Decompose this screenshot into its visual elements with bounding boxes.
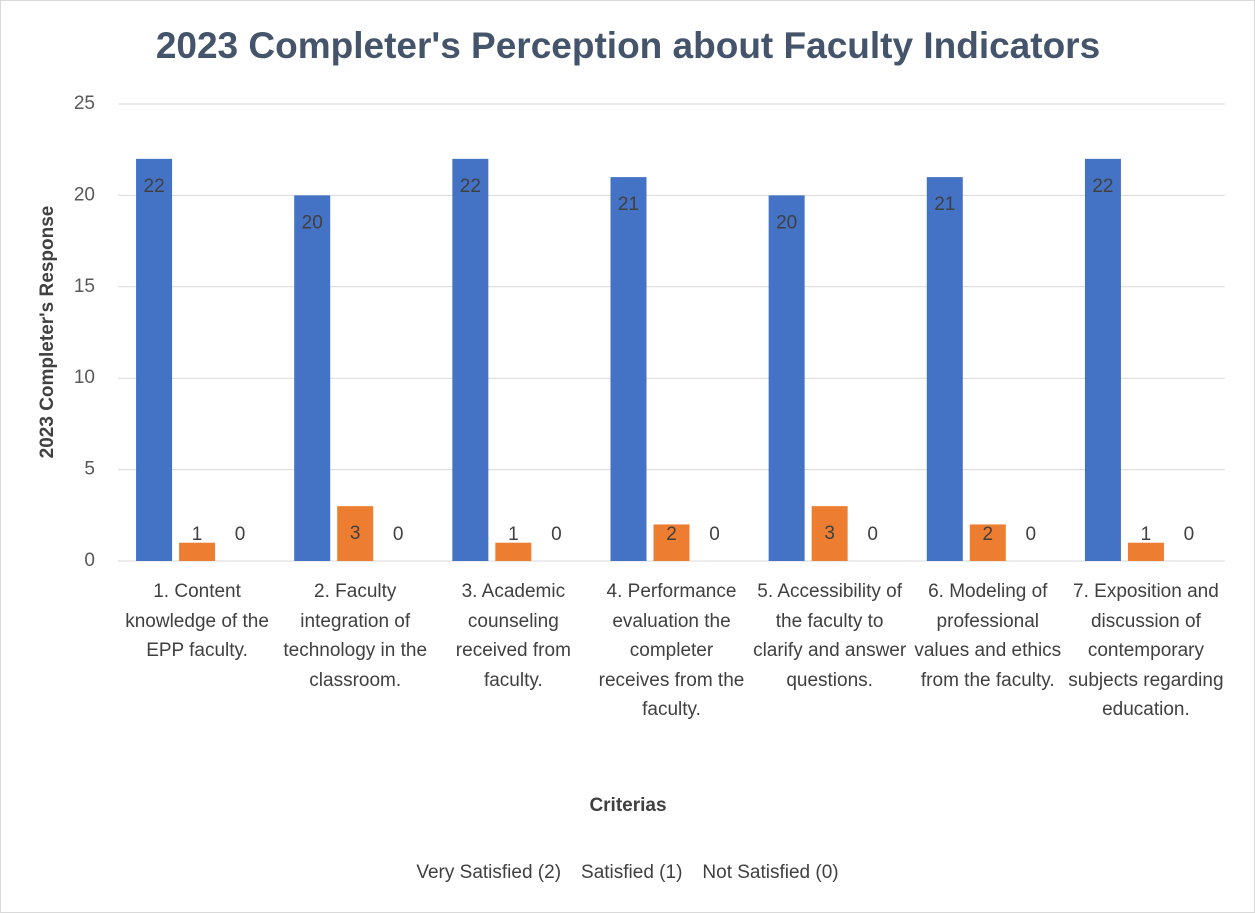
data-label: 20 <box>776 212 797 233</box>
data-label: 2 <box>982 524 993 545</box>
data-label: 22 <box>144 176 165 197</box>
data-label: 2 <box>666 524 677 545</box>
legend-label: Satisfied (1) <box>581 862 683 883</box>
data-label: 22 <box>460 176 481 197</box>
x-tick-label: 7. Exposition and discussion of contempo… <box>1068 581 1224 720</box>
legend: Very Satisfied (2) Satisfied (1) Not Satis… <box>0 862 1255 884</box>
data-label: 1 <box>508 524 519 545</box>
x-tick-label: 6. Modeling of professional values and e… <box>914 581 1062 691</box>
bar <box>495 542 532 561</box>
bar <box>337 506 374 561</box>
y-tick-label: 5 <box>84 459 95 480</box>
data-label: 3 <box>824 523 835 544</box>
bar <box>768 195 805 561</box>
data-label: 21 <box>618 194 639 215</box>
bar <box>926 177 963 561</box>
bar <box>294 195 331 561</box>
y-tick-label: 0 <box>84 550 95 571</box>
bar <box>1127 542 1164 561</box>
bar <box>653 524 690 561</box>
x-tick-label: 2. Faculty integration of technology in … <box>283 581 428 691</box>
data-label: 0 <box>393 524 404 545</box>
y-tick-label: 25 <box>74 93 95 114</box>
y-tick-label: 15 <box>74 276 95 297</box>
x-tick-label: 3. Academic counseling received from fac… <box>455 581 571 691</box>
data-label: 0 <box>1025 524 1036 545</box>
x-tick-label: 1. Content knowledge of the EPP faculty. <box>125 581 269 661</box>
data-label: 0 <box>551 524 562 545</box>
data-label: 0 <box>235 524 246 545</box>
bar <box>136 158 173 561</box>
legend-item: Not Satisfied (0) <box>702 862 838 884</box>
bar <box>452 158 489 561</box>
data-label: 20 <box>302 212 323 233</box>
bar <box>811 506 848 561</box>
x-tick-label: 5. Accessibility of the faculty to clari… <box>753 581 907 691</box>
data-label: 22 <box>1092 176 1113 197</box>
data-label: 1 <box>1141 524 1152 545</box>
data-label: 1 <box>192 524 203 545</box>
legend-item: Very Satisfied (2) <box>416 862 561 884</box>
data-label: 0 <box>1184 524 1195 545</box>
legend-item: Satisfied (1) <box>581 862 682 884</box>
bar <box>969 524 1006 561</box>
data-label: 3 <box>350 523 361 544</box>
x-tick-label: 4. Performance evaluation the completer … <box>598 581 745 720</box>
bar <box>1084 158 1121 561</box>
y-tick-label: 10 <box>74 367 95 388</box>
x-axis-label: Criterias <box>589 795 666 816</box>
bar <box>610 177 647 561</box>
y-tick-label: 20 <box>74 184 95 205</box>
chart-title: 2023 Completer's Perception about Facult… <box>156 25 1100 66</box>
bar <box>179 542 216 561</box>
y-axis-label: 2023 Completer's Response <box>37 206 58 459</box>
data-label: 0 <box>867 524 878 545</box>
legend-label: Very Satisfied (2) <box>416 862 562 883</box>
legend-label: Not Satisfied (0) <box>702 862 839 883</box>
data-label: 0 <box>709 524 720 545</box>
data-label: 21 <box>934 194 955 215</box>
